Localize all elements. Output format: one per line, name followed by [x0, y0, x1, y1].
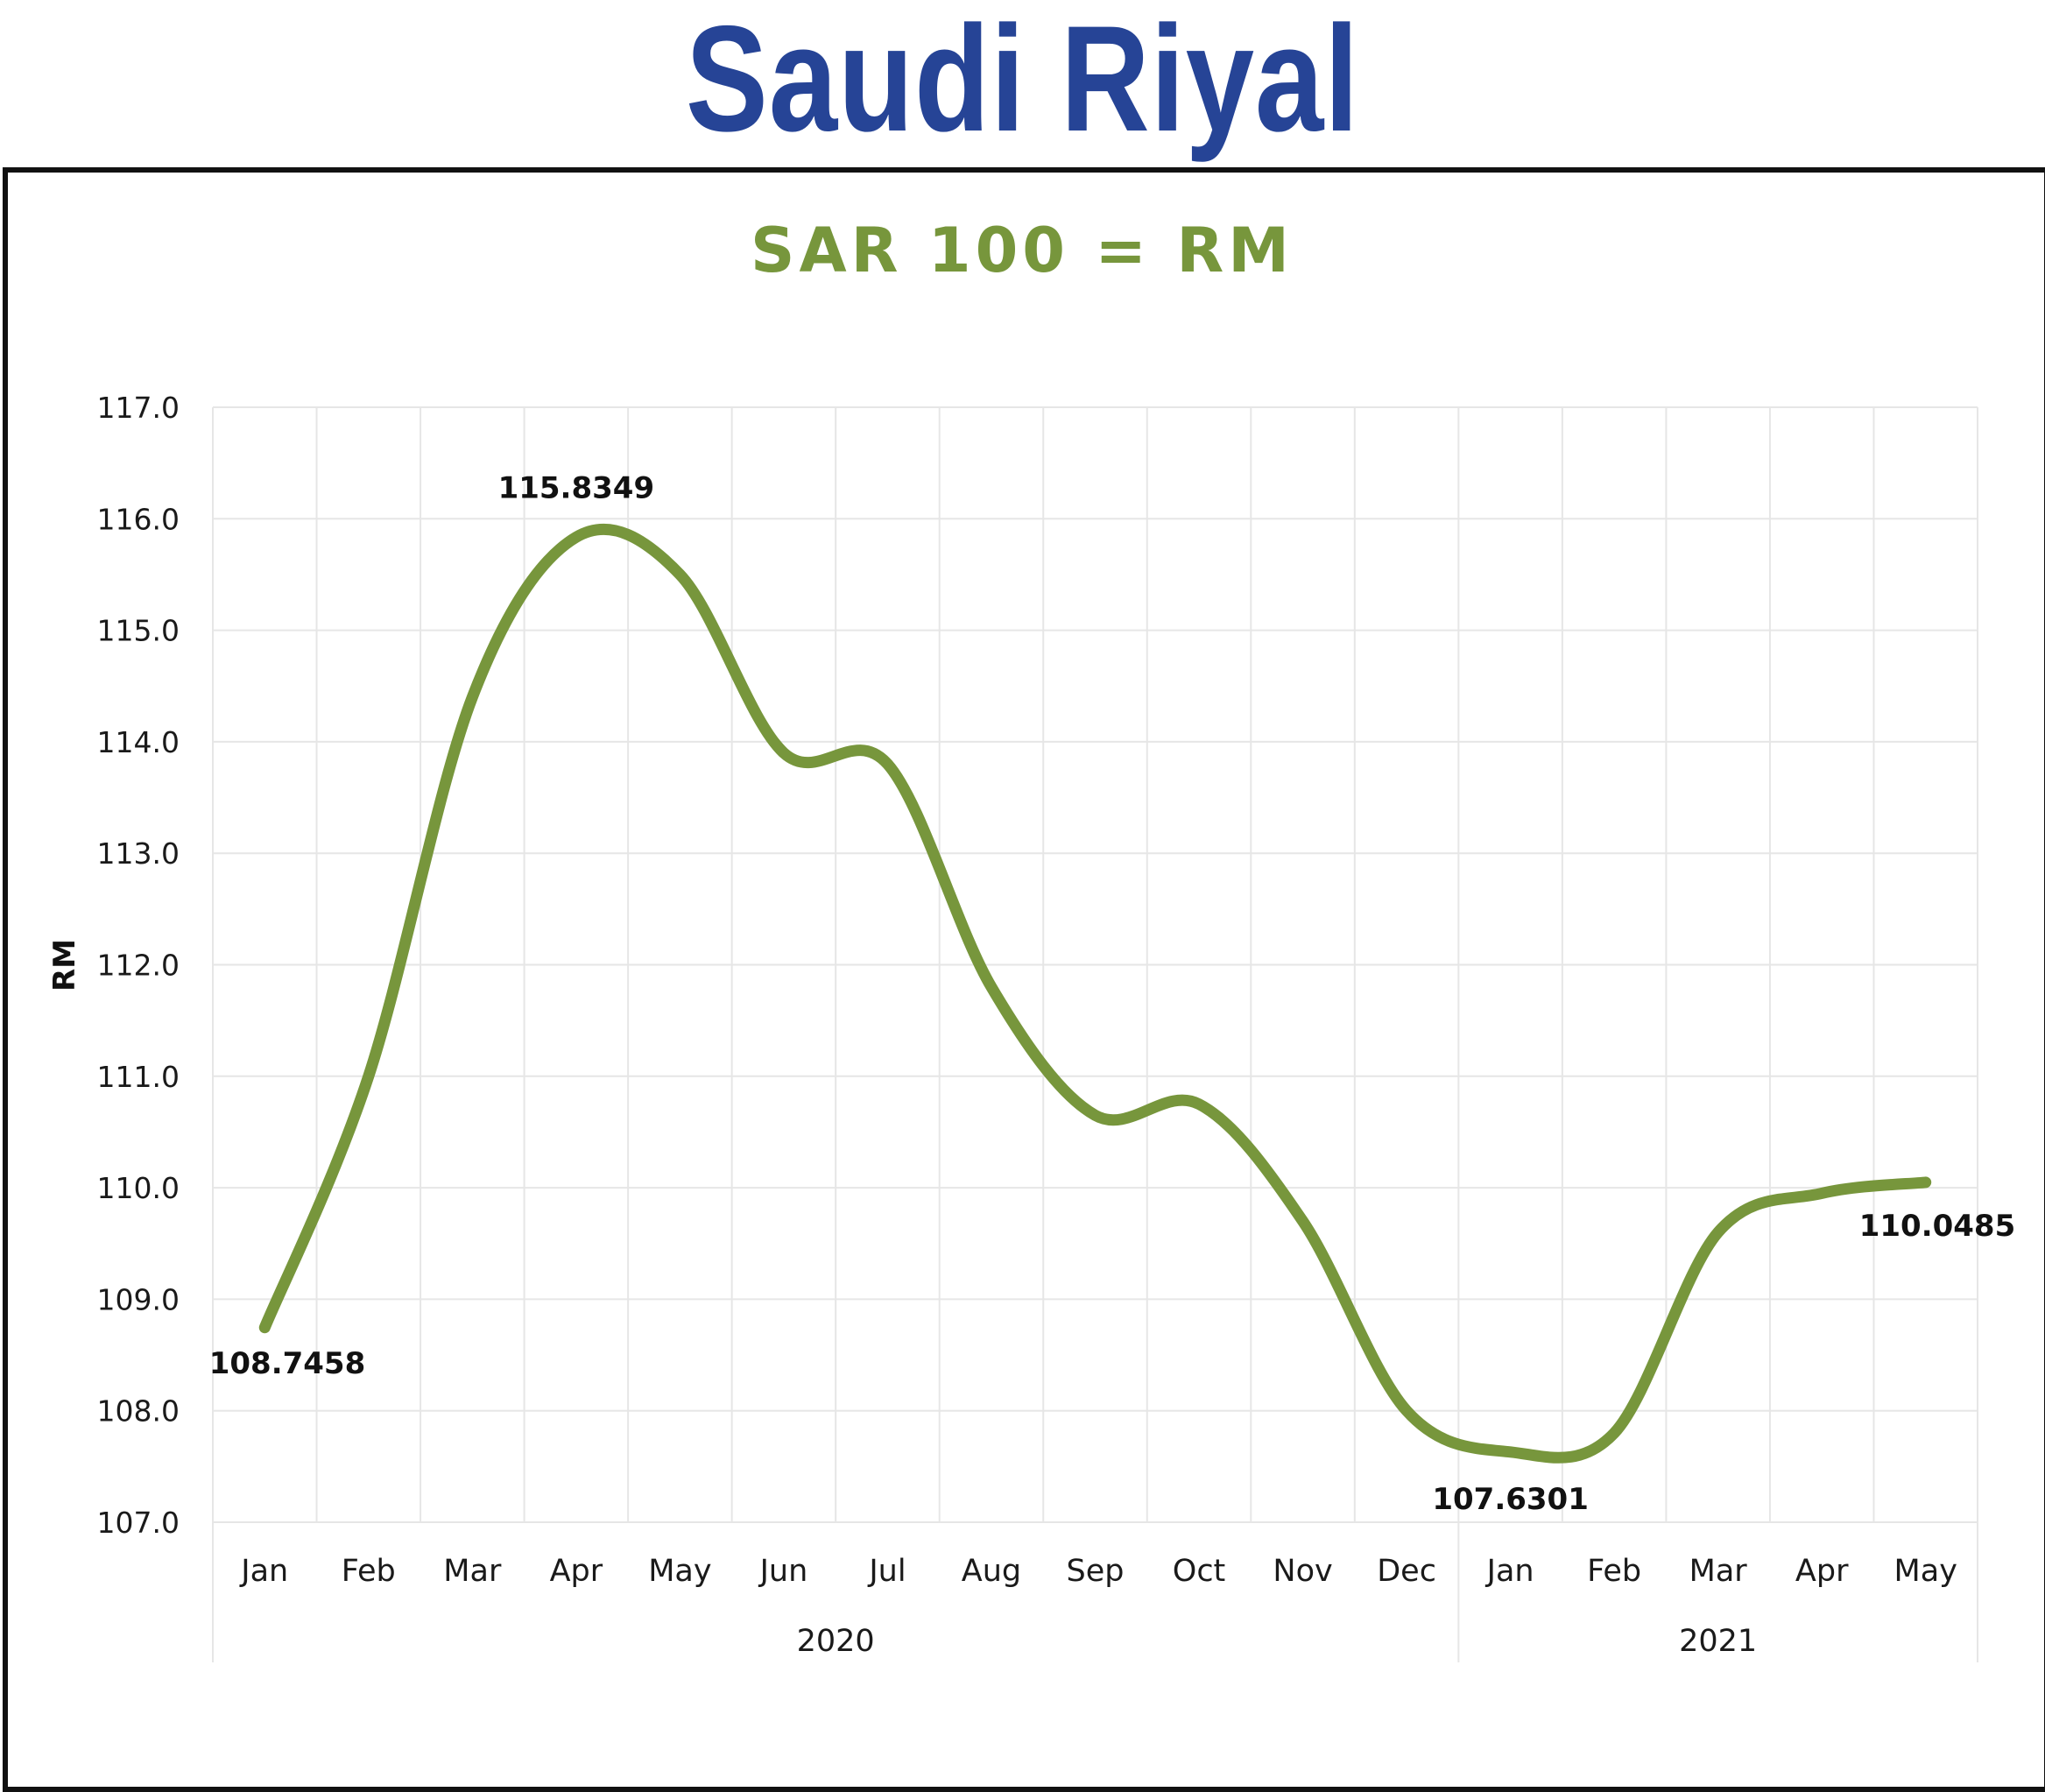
y-tick-label: 114.0: [97, 725, 180, 759]
y-axis-title: RM: [47, 939, 82, 991]
y-tick-label: 108.0: [97, 1394, 180, 1429]
x-tick-label: Aug: [962, 1554, 1021, 1589]
x-tick-label: May: [648, 1554, 711, 1589]
x-tick-label: Dec: [1377, 1554, 1436, 1589]
data-label: 108.7458: [209, 1346, 366, 1381]
data-label: 107.6301: [1432, 1482, 1589, 1517]
y-tick-label: 117.0: [97, 391, 180, 425]
x-tick-label: Mar: [1689, 1554, 1748, 1589]
y-tick-label: 109.0: [97, 1282, 180, 1316]
x-tick-label: Jul: [867, 1554, 906, 1589]
chart-title: SAR 100 = RM: [751, 215, 1294, 286]
x-tick-label: May: [1894, 1554, 1957, 1589]
series-line: [264, 529, 1925, 1457]
x-tick-label: Jan: [1485, 1554, 1534, 1589]
x-tick-label: Apr: [1795, 1554, 1849, 1589]
year-label: 2021: [1679, 1624, 1757, 1659]
x-tick-label: Feb: [342, 1554, 396, 1589]
data-label: 115.8349: [498, 470, 655, 505]
data-label: 110.0485: [1859, 1209, 2016, 1244]
year-axis: 2020 2021: [797, 1624, 1758, 1659]
y-tick-label: 113.0: [97, 836, 180, 871]
y-tick-label: 112.0: [97, 949, 180, 983]
y-tick-label: 115.0: [97, 614, 180, 648]
y-axis-ticks: 107.0 108.0 109.0 110.0 111.0 112.0 113.0 114.0…: [97, 391, 180, 1540]
x-tick-label: Apr: [550, 1554, 603, 1589]
x-tick-label: Oct: [1173, 1554, 1226, 1589]
y-tick-label: 116.0: [97, 502, 180, 536]
data-labels: 108.7458 115.8349 107.6301 110.0485: [209, 470, 2016, 1516]
x-tick-label: Jan: [239, 1554, 288, 1589]
x-tick-label: Sep: [1067, 1554, 1125, 1589]
y-tick-label: 107.0: [97, 1506, 180, 1540]
x-tick-label: Mar: [443, 1554, 502, 1589]
gridlines: [213, 407, 1978, 1662]
x-tick-label: Feb: [1587, 1554, 1641, 1589]
x-axis-ticks: Jan Feb Mar Apr May Jun Jul Aug Sep Oct Nov Dec Jan F…: [239, 1554, 1957, 1589]
x-tick-label: Jun: [758, 1554, 808, 1589]
y-tick-label: 110.0: [97, 1171, 180, 1205]
x-tick-label: Nov: [1273, 1554, 1332, 1589]
year-label: 2020: [797, 1624, 875, 1659]
y-tick-label: 111.0: [97, 1060, 180, 1094]
